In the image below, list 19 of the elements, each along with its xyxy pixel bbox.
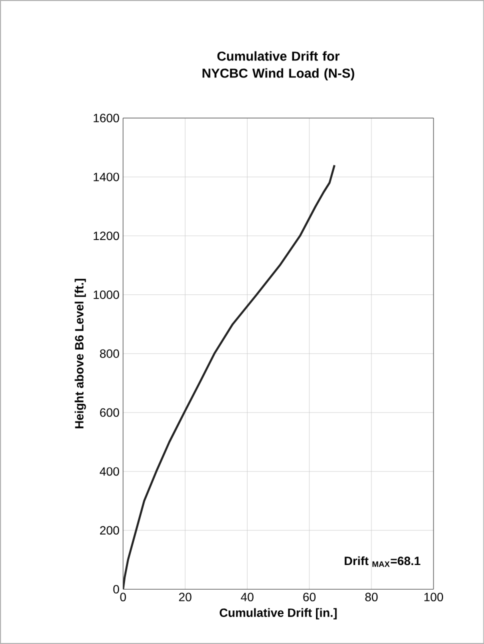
x-tick-label: 60 [303, 592, 316, 602]
y-tick-label: 1200 [94, 232, 119, 240]
x-tick-label: 100 [424, 592, 443, 602]
x-tick-label: 80 [365, 592, 378, 602]
chart-title: Cumulative Drift for NYCBC Wind Load (N-S) [202, 51, 354, 80]
y-tick-label: 800 [100, 349, 119, 358]
x-tick-label: 0 [120, 592, 126, 602]
y-tick-label: 1600 [94, 114, 119, 122]
y-tick-label: 0 [113, 584, 119, 594]
y-axis-title: Height above B6 Level [ft.] [74, 278, 86, 428]
x-tick-label: 20 [178, 592, 192, 602]
x-axis-title: Cumulative Drift [in.] [220, 608, 337, 620]
y-tick-label: 200 [100, 526, 119, 535]
y-tick-label: 1000 [94, 290, 119, 299]
x-tick-label: 40 [240, 592, 254, 602]
y-tick-label: 1400 [94, 172, 119, 182]
annotation: Drift $_{MAX}$=68.1 [344, 556, 420, 567]
y-tick-label: 400 [100, 467, 119, 476]
y-tick-label: 600 [100, 408, 119, 417]
